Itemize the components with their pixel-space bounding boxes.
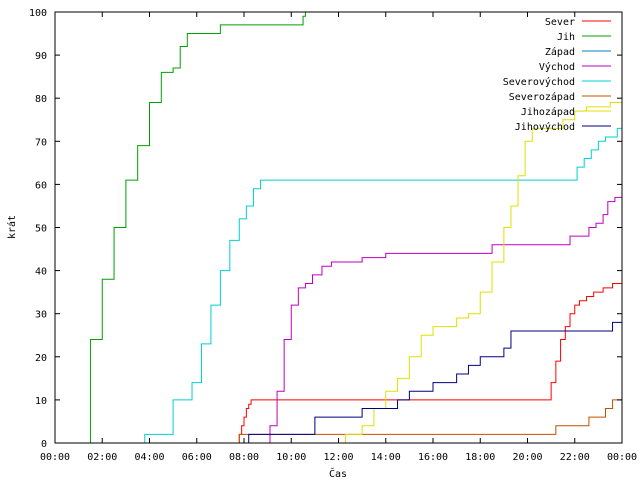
- x-tick-label-7: 14:00: [371, 452, 401, 463]
- y-axis-title: krát: [6, 215, 18, 239]
- y-tick-label-2: 20: [35, 353, 47, 364]
- y-tick-label-5: 50: [35, 224, 47, 235]
- x-tick-label-0: 00:00: [40, 452, 70, 463]
- x-axis-title: Čas: [329, 467, 347, 480]
- y-tick-label-1: 10: [35, 396, 47, 407]
- series-line-5: [55, 399, 622, 444]
- legend-label-7: Jihovýchod: [515, 121, 575, 133]
- series-line-0: [55, 283, 622, 444]
- legend-label-1: Jih: [557, 32, 575, 43]
- y-tick-label-0: 0: [41, 439, 47, 450]
- ticks-layer: 00:00 02:00 04:00 06:00 08:00 10:00 12:00 14:00…: [29, 8, 637, 463]
- x-tick-label-11: 22:00: [560, 452, 590, 463]
- series-line-4: [55, 127, 622, 444]
- x-tick-label-5: 10:00: [276, 452, 306, 463]
- x-tick-label-1: 02:00: [87, 452, 117, 463]
- y-tick-label-3: 30: [35, 310, 47, 321]
- x-tick-label-2: 04:00: [134, 452, 164, 463]
- series-line-1: [55, 12, 306, 444]
- x-tick-label-12: 00:00: [607, 452, 637, 463]
- y-tick-label-8: 80: [35, 94, 47, 105]
- y-tick-label-4: 40: [35, 267, 47, 278]
- y-tick-label-6: 60: [35, 180, 47, 191]
- x-tick-label-9: 18:00: [465, 452, 495, 463]
- legend-label-6: Jihozápad: [521, 106, 575, 118]
- legend-label-3: Východ: [539, 61, 575, 73]
- y-tick-label-9: 90: [35, 51, 47, 62]
- legend-label-0: Sever: [545, 17, 575, 28]
- legend: Sever Jih Západ Východ Severovýchod Severozáp…: [503, 17, 611, 133]
- legend-label-5: Severozápad: [509, 91, 575, 103]
- x-tick-label-10: 20:00: [512, 452, 542, 463]
- y-tick-label-7: 70: [35, 137, 47, 148]
- legend-label-2: Západ: [545, 46, 575, 58]
- x-tick-label-6: 12:00: [323, 452, 353, 463]
- x-tick-label-3: 06:00: [182, 452, 212, 463]
- legend-label-4: Severovýchod: [503, 76, 575, 88]
- series-line-3: [55, 196, 622, 444]
- x-tick-label-8: 16:00: [418, 452, 448, 463]
- y-tick-label-10: 100: [29, 8, 47, 19]
- series-line-7: [55, 313, 623, 444]
- x-tick-label-4: 08:00: [229, 452, 259, 463]
